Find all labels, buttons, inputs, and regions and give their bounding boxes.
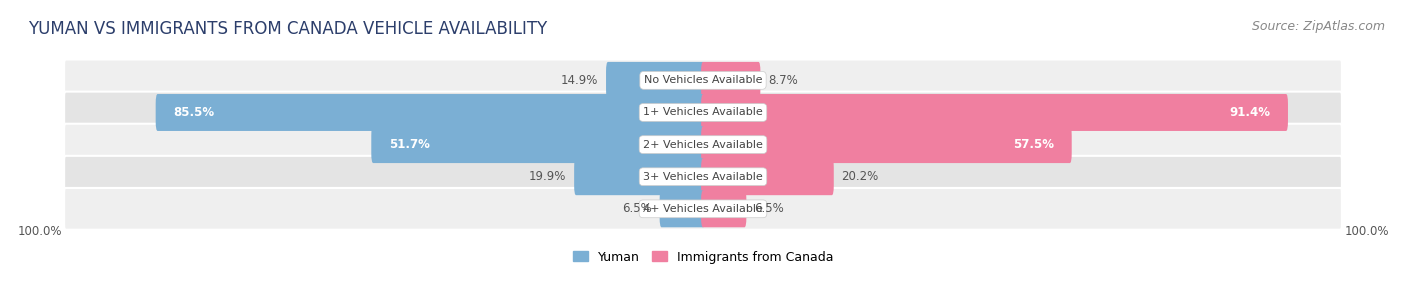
FancyBboxPatch shape — [65, 59, 1341, 101]
Text: 14.9%: 14.9% — [561, 74, 599, 87]
Text: 6.5%: 6.5% — [754, 202, 783, 215]
FancyBboxPatch shape — [606, 62, 704, 99]
FancyBboxPatch shape — [65, 188, 1341, 230]
FancyBboxPatch shape — [702, 158, 834, 195]
FancyBboxPatch shape — [659, 190, 704, 227]
Text: 100.0%: 100.0% — [1344, 225, 1389, 239]
FancyBboxPatch shape — [156, 94, 704, 131]
Text: 91.4%: 91.4% — [1229, 106, 1270, 119]
FancyBboxPatch shape — [65, 124, 1341, 166]
Text: 100.0%: 100.0% — [17, 225, 62, 239]
FancyBboxPatch shape — [702, 62, 761, 99]
FancyBboxPatch shape — [574, 158, 704, 195]
FancyBboxPatch shape — [65, 156, 1341, 198]
Text: 8.7%: 8.7% — [768, 74, 797, 87]
Text: YUMAN VS IMMIGRANTS FROM CANADA VEHICLE AVAILABILITY: YUMAN VS IMMIGRANTS FROM CANADA VEHICLE … — [28, 20, 547, 38]
FancyBboxPatch shape — [702, 190, 747, 227]
Text: 51.7%: 51.7% — [389, 138, 430, 151]
FancyBboxPatch shape — [371, 126, 704, 163]
Text: 1+ Vehicles Available: 1+ Vehicles Available — [643, 108, 763, 118]
Text: 6.5%: 6.5% — [623, 202, 652, 215]
FancyBboxPatch shape — [702, 126, 1071, 163]
Text: 4+ Vehicles Available: 4+ Vehicles Available — [643, 204, 763, 214]
FancyBboxPatch shape — [65, 92, 1341, 133]
Text: 2+ Vehicles Available: 2+ Vehicles Available — [643, 140, 763, 150]
FancyBboxPatch shape — [702, 94, 1288, 131]
Legend: Yuman, Immigrants from Canada: Yuman, Immigrants from Canada — [568, 246, 838, 269]
Text: 3+ Vehicles Available: 3+ Vehicles Available — [643, 172, 763, 182]
Text: 57.5%: 57.5% — [1012, 138, 1054, 151]
Text: Source: ZipAtlas.com: Source: ZipAtlas.com — [1251, 20, 1385, 33]
Text: 85.5%: 85.5% — [173, 106, 215, 119]
Text: 19.9%: 19.9% — [529, 170, 567, 183]
Text: 20.2%: 20.2% — [841, 170, 879, 183]
Text: No Vehicles Available: No Vehicles Available — [644, 76, 762, 86]
